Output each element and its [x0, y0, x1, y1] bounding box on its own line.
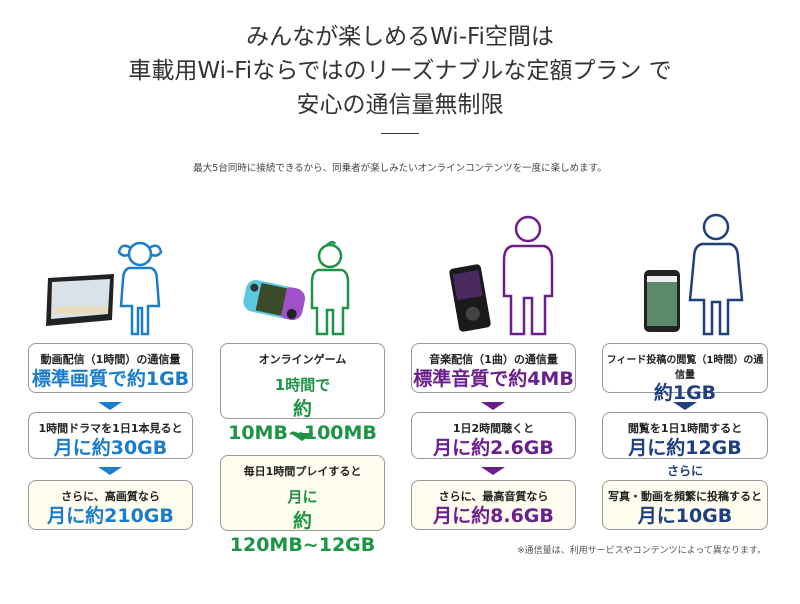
video-usage-box: 動画配信（1時間）の通信量 標準画質で約1GB — [28, 343, 193, 393]
box-label: 毎日1時間プレイすると — [243, 465, 362, 478]
title-line-2: 車載用Wi-Fiならではのリーズナブルな定額プラン で — [128, 58, 672, 84]
box-value: 月に約2.6GB — [433, 437, 554, 459]
box-value: 月に約12GB — [628, 437, 742, 459]
box-label: 閲覧を1日1時間すると — [627, 422, 743, 435]
feed-monthly-box: 閲覧を1日1時間すると 月に約12GB — [602, 412, 768, 459]
box-label: 写真・動画を頻繁に投稿すると — [608, 490, 762, 503]
box-label: オンラインゲーム — [258, 353, 347, 366]
video-hq-box: さらに、高画質なら 月に約210GB — [28, 480, 193, 530]
box-label: 1時間ドラマを1日1本見ると — [38, 422, 183, 435]
boy-icon — [310, 241, 350, 336]
page-title: みんなが楽しめるWi-Fi空間は 車載用Wi-Fiならではのリーズナブルな定額プ… — [0, 20, 800, 122]
box-value: 月に約8.6GB — [433, 505, 554, 527]
tablet-icon — [46, 274, 114, 326]
feed-post-box: 写真・動画を頻繁に投稿すると 月に10GB — [602, 480, 768, 530]
box-value: 標準音質で約4MB — [413, 368, 574, 390]
title-line-3: 安心の通信量無制限 — [296, 92, 504, 118]
music-usage-box: 音楽配信（1曲）の通信量 標準音質で約4MB — [411, 343, 576, 393]
box-value: 月に10GB — [637, 505, 733, 527]
box-label: さらに、最高音質なら — [438, 490, 549, 503]
arrow-down-icon — [98, 467, 122, 475]
feed-usage-box: フィード投稿の閲覧（1時間）の通信量 約1GB — [602, 343, 768, 404]
divider — [381, 133, 419, 134]
footnote: ※通信量は、利用サービスやコンテンツによって異なります。 — [517, 546, 766, 556]
game-usage-box: オンラインゲーム 1時間で 約10MB~100MB — [220, 343, 385, 444]
box-value: 1時間で — [274, 376, 331, 394]
girl-icon — [117, 241, 163, 336]
box-value: 月に約210GB — [47, 505, 174, 527]
smartphone-icon — [644, 270, 680, 332]
box-value: 約120MB~12GB — [229, 510, 376, 556]
video-monthly-box: 1時間ドラマを1日1本見ると 月に約30GB — [28, 412, 193, 459]
title-line-1: みんなが楽しめるWi-Fi空間は — [246, 24, 554, 50]
box-label: 動画配信（1時間）の通信量 — [40, 353, 181, 366]
box-label: 音楽配信（1曲）の通信量 — [429, 353, 558, 366]
subtitle: 最大5台同時に接続できるから、同乗者が楽しみたいオンラインコンテンツを一度に楽し… — [193, 163, 607, 174]
box-label: フィード投稿の閲覧（1時間）の通信量 — [606, 355, 764, 381]
man-icon — [502, 215, 554, 336]
arrow-down-icon — [481, 467, 505, 475]
box-value: 約1GB — [653, 382, 717, 404]
music-hq-box: さらに、最高音質なら 月に約8.6GB — [411, 480, 576, 530]
game-monthly-box: 毎日1時間プレイすると 月に 約120MB~12GB — [220, 455, 385, 556]
arrow-down-icon — [481, 402, 505, 410]
woman-icon — [688, 213, 744, 336]
box-value: 月に — [287, 488, 318, 506]
music-player-icon — [449, 264, 491, 332]
box-value: 月に約30GB — [53, 437, 168, 459]
box-value: 標準画質で約1GB — [31, 368, 190, 390]
box-label: さらに、高画質なら — [61, 490, 160, 503]
connector-text: さらに — [666, 464, 703, 478]
box-label: 1日2時間聴くと — [452, 422, 535, 435]
game-console-icon — [243, 279, 306, 321]
arrow-down-icon — [290, 433, 314, 441]
music-monthly-box: 1日2時間聴くと 月に約2.6GB — [411, 412, 576, 459]
arrow-down-icon — [98, 402, 122, 410]
arrow-down-icon — [673, 402, 697, 410]
